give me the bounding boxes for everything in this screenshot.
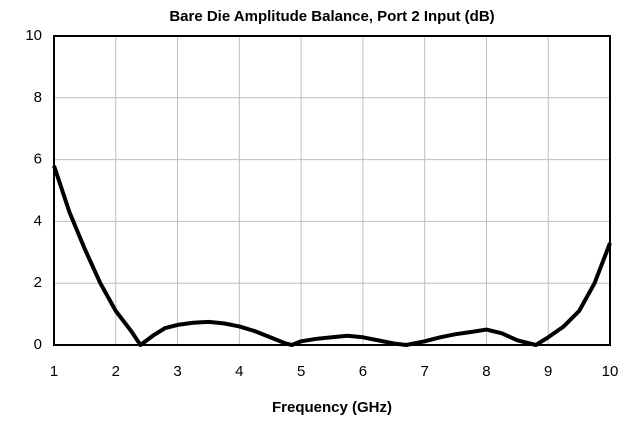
x-tick-label: 7 (420, 363, 428, 380)
x-tick-label: 3 (173, 363, 181, 380)
chart-title: Bare Die Amplitude Balance, Port 2 Input… (169, 8, 494, 25)
y-tick-label: 0 (34, 336, 42, 353)
plot-frame (53, 35, 611, 346)
x-tick-label: 9 (544, 363, 552, 380)
x-tick-label: 1 (50, 363, 58, 380)
x-tick-label: 6 (359, 363, 367, 380)
y-tick-label: 2 (34, 274, 42, 291)
y-tick-label: 10 (25, 27, 42, 44)
y-tick-label: 4 (34, 212, 42, 229)
data-line (52, 165, 612, 347)
x-axis-label: Frequency (GHz) (272, 399, 392, 416)
y-tick-label: 6 (34, 151, 42, 168)
x-tick-label: 4 (235, 363, 243, 380)
x-tick-label: 2 (112, 363, 120, 380)
x-tick-label: 5 (297, 363, 305, 380)
x-tick-label: 10 (602, 363, 619, 380)
y-tick-label: 8 (34, 89, 42, 106)
x-tick-label: 8 (482, 363, 490, 380)
